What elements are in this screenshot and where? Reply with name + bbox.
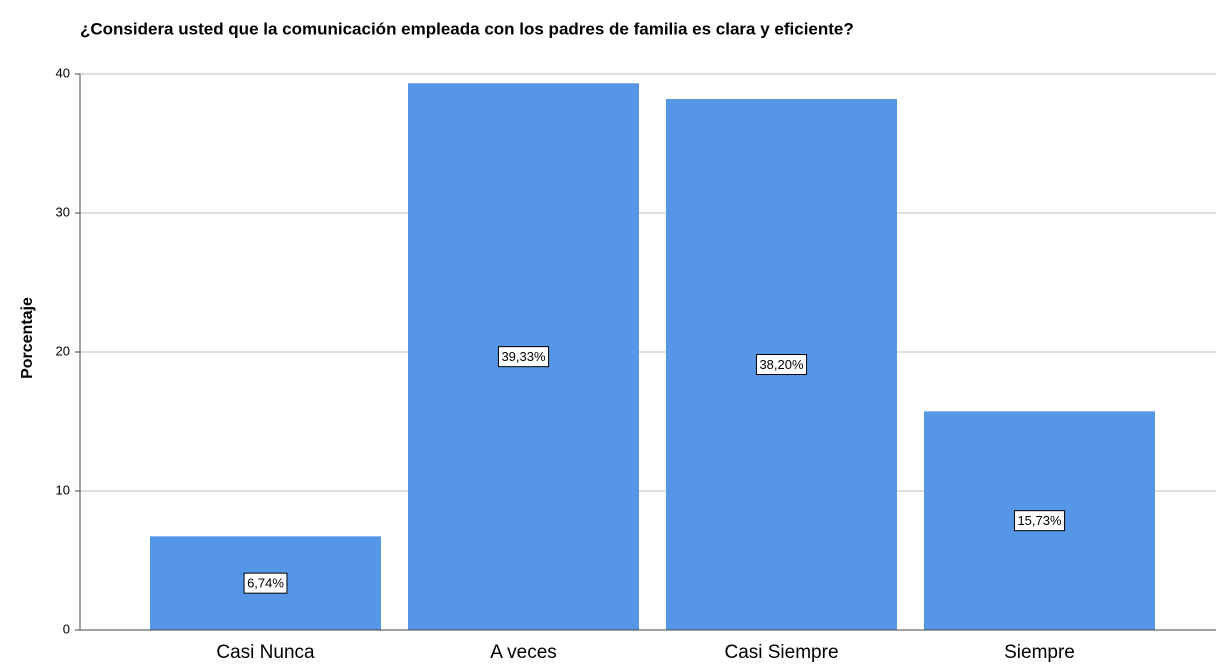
y-axis-label: Porcentaje: [19, 297, 36, 379]
value-label-box: [243, 572, 288, 594]
x-tick-label: A veces: [490, 642, 557, 663]
value-label: 6,74%: [243, 572, 288, 594]
value-label-box: [755, 354, 808, 376]
value-label-box: [497, 346, 550, 368]
value-label-text: 39,33%: [501, 349, 546, 364]
value-label-text: 6,74%: [247, 576, 284, 591]
chart-title: ¿Considera usted que la comunicación emp…: [80, 19, 854, 38]
x-tick-label: Siempre: [1004, 642, 1075, 663]
value-label-text: 15,73%: [1017, 513, 1062, 528]
y-tick-label: 0: [63, 621, 70, 636]
value-label: 39,33%: [497, 346, 550, 368]
x-tick-label: Casi Nunca: [216, 642, 315, 663]
value-label-box: [1013, 510, 1066, 532]
y-tick-label: 10: [56, 482, 70, 497]
y-tick-label: 30: [56, 204, 70, 219]
y-tick-label: 20: [56, 343, 70, 358]
value-label: 15,73%: [1013, 510, 1066, 532]
x-tick-label: Casi Siempre: [724, 642, 838, 663]
y-tick-label: 40: [56, 65, 70, 80]
value-label: 38,20%: [755, 354, 808, 376]
value-label-text: 38,20%: [759, 357, 804, 372]
